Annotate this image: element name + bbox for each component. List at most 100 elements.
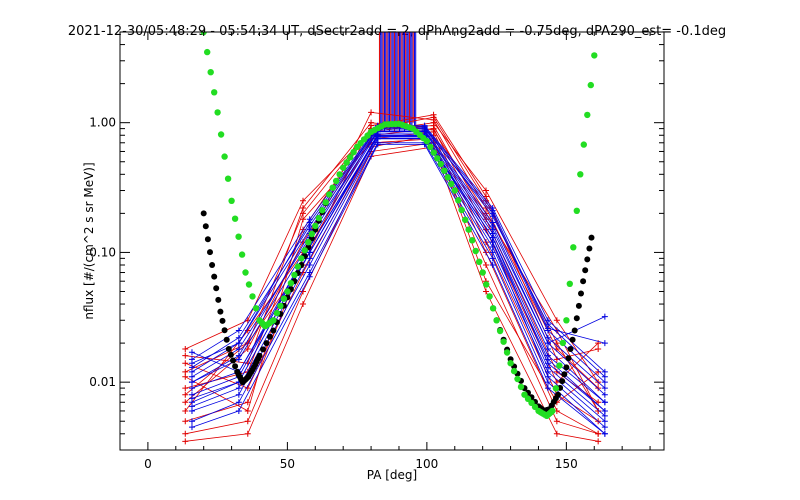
blue-plus-marker: [235, 352, 242, 359]
blue-plus-marker: [544, 334, 551, 341]
black-fit-point: [209, 262, 216, 268]
blue-plus-marker: [544, 352, 551, 359]
green-fit-point: [315, 214, 322, 222]
black-fit-point: [256, 352, 263, 359]
red-plus-marker: [430, 111, 437, 118]
blue-plus-marker: [544, 325, 551, 332]
red-plus-marker: [553, 418, 560, 425]
red-plus-marker: [182, 399, 189, 406]
blue-plus-marker: [188, 379, 195, 386]
red-plus-marker: [483, 261, 490, 268]
green-fit-point: [427, 143, 434, 151]
black-fit-point: [567, 346, 574, 352]
red-series-line: [185, 114, 599, 396]
black-fit-point: [211, 273, 218, 280]
red-plus-marker: [483, 288, 490, 295]
black-fit-point: [225, 346, 232, 352]
green-fit-point: [514, 375, 521, 383]
green-fit-point: [245, 281, 253, 288]
blue-series-line: [191, 135, 606, 428]
green-fit-point: [308, 230, 315, 238]
blue-plus-marker: [601, 391, 608, 398]
black-fit-point: [221, 327, 228, 334]
blue-plus-marker: [235, 391, 242, 398]
green-fit-point: [584, 111, 591, 119]
y-tick-label: 0.10: [89, 245, 116, 259]
red-plus-marker: [182, 346, 189, 353]
y-tick-label: 0.01: [89, 375, 116, 389]
red-plus-marker: [244, 407, 251, 414]
blue-plus-marker: [306, 261, 313, 268]
green-fit-point: [322, 199, 329, 206]
black-fit-point: [213, 285, 220, 292]
red-plus-marker: [368, 109, 375, 116]
green-fit-point: [340, 164, 347, 171]
green-fit-point: [517, 383, 525, 391]
green-fit-point: [284, 288, 291, 295]
black-fit-point: [227, 351, 234, 358]
blue-plus-marker: [306, 255, 313, 262]
green-fit-point: [333, 177, 340, 185]
green-fit-point: [238, 251, 246, 258]
blue-plus-marker: [235, 407, 242, 414]
red-plus-marker: [244, 399, 251, 406]
green-fit-point: [465, 226, 472, 233]
red-series-line: [184, 111, 599, 412]
x-axis-label: PA [deg]: [367, 468, 417, 482]
green-fit-point: [294, 263, 301, 270]
black-fit-point: [584, 256, 591, 263]
green-fit-point: [204, 48, 211, 56]
red-series-line: [185, 142, 599, 435]
blue-plus-marker: [544, 385, 551, 392]
black-fit-point: [569, 336, 576, 343]
blue-series-line: [191, 133, 606, 403]
red-plus-marker: [595, 399, 602, 406]
blue-series-line: [191, 136, 606, 412]
blue-plus-marker: [544, 379, 551, 386]
blue-plus-marker: [188, 349, 195, 356]
black-fit-point: [202, 223, 209, 230]
green-fit-point: [462, 216, 469, 223]
red-plus-marker: [244, 418, 251, 425]
green-fit-point: [451, 187, 458, 194]
green-fit-point: [441, 167, 448, 174]
green-fit-point: [350, 148, 357, 156]
black-fit-point: [215, 296, 222, 303]
green-fit-point: [224, 175, 232, 182]
green-fit-point: [591, 52, 598, 59]
blue-plus-marker: [188, 395, 195, 402]
green-fit-point: [577, 171, 584, 178]
red-plus-marker: [483, 187, 490, 194]
red-plus-marker: [483, 193, 490, 200]
green-fit-point: [249, 293, 256, 300]
red-plus-marker: [300, 216, 307, 223]
black-fit-point: [223, 336, 230, 343]
plot-frame: [119, 31, 665, 451]
red-plus-marker: [300, 204, 307, 211]
red-plus-marker: [430, 126, 437, 133]
red-plus-marker: [430, 116, 437, 123]
green-fit-point: [207, 69, 214, 76]
blue-series-line: [191, 142, 606, 435]
blue-plus-marker: [188, 424, 195, 431]
black-fit-point: [559, 378, 566, 385]
red-plus-marker: [182, 360, 189, 367]
red-series-line: [185, 146, 599, 442]
blue-plus-marker: [544, 364, 551, 371]
blue-plus-marker: [601, 412, 608, 419]
green-fit-point: [287, 280, 295, 287]
red-plus-marker: [595, 407, 602, 414]
green-fit-point: [214, 109, 221, 116]
green-fit-point: [587, 81, 594, 89]
green-fit-point: [580, 141, 587, 148]
green-fit-point: [430, 149, 437, 156]
blue-plus-marker: [601, 373, 608, 380]
blue-plus-marker: [601, 418, 608, 425]
x-tick-label: 150: [555, 457, 578, 471]
green-fit-point: [552, 385, 560, 392]
green-fit-point: [277, 302, 284, 310]
red-plus-marker: [182, 385, 189, 392]
blue-plus-marker: [601, 340, 608, 347]
red-plus-marker: [595, 438, 602, 445]
black-fit-point: [588, 234, 595, 241]
